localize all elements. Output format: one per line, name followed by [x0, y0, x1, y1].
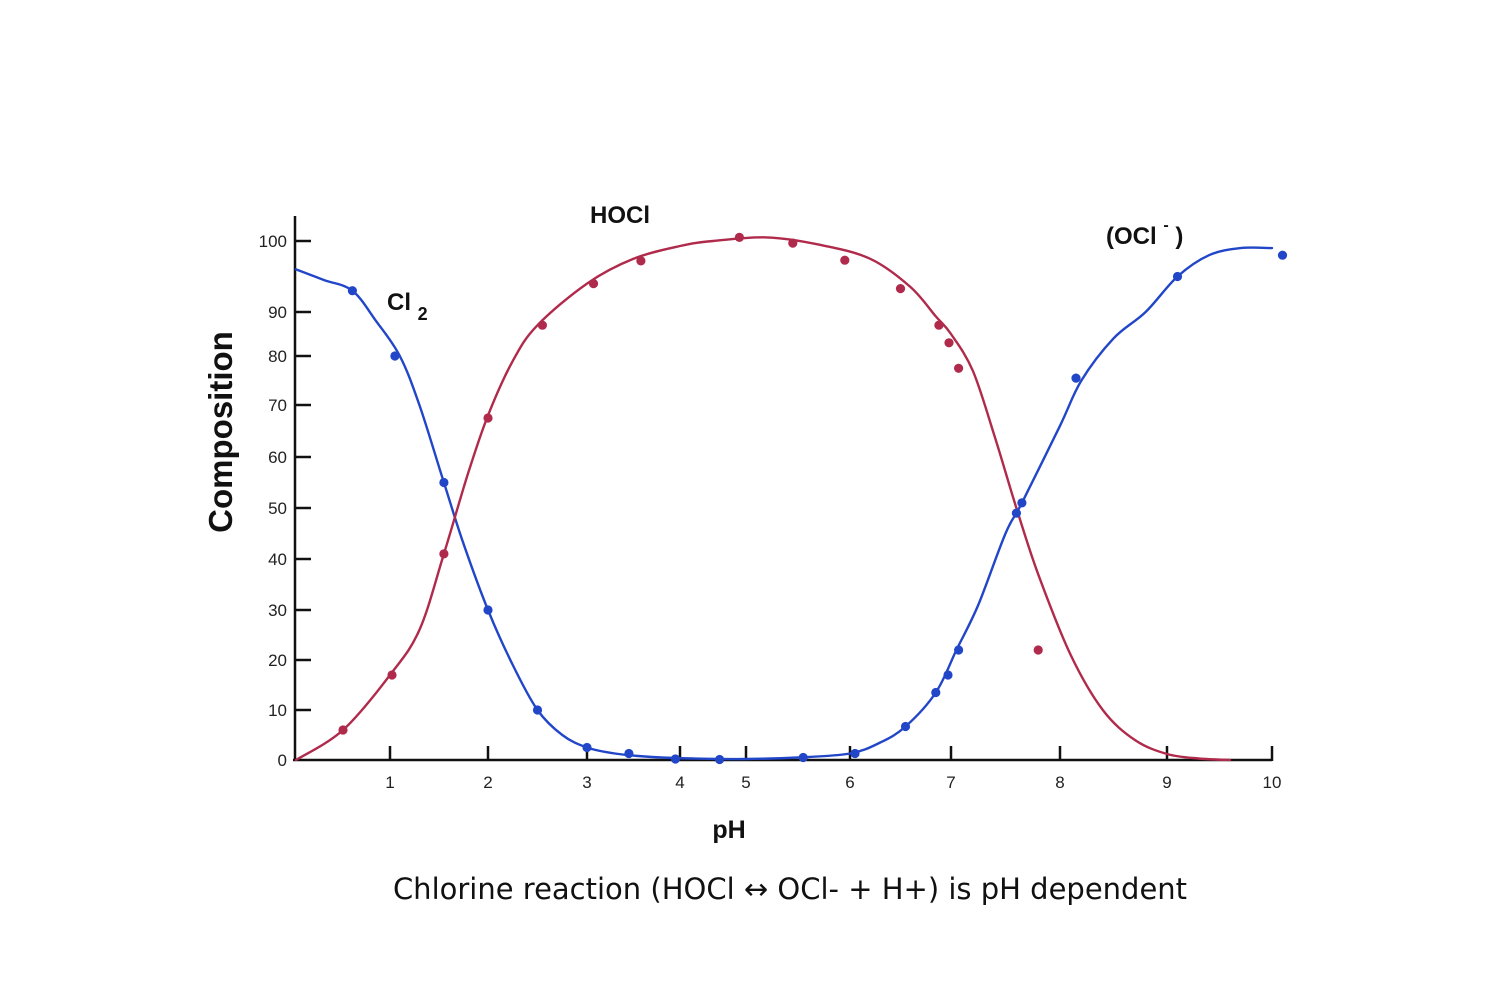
data-point-hocl [944, 338, 954, 348]
data-point-hocl [537, 320, 548, 330]
hocl-label: HOCl [590, 202, 650, 229]
data-point-cl [1011, 508, 1022, 518]
data-point-cl [1017, 498, 1027, 508]
x-tick-label: 8 [1055, 773, 1064, 792]
data-point-hocl [840, 255, 850, 265]
x-tick-label: 2 [483, 773, 492, 792]
x-tick-label: 10 [1263, 773, 1282, 792]
cl2-label-subscript: 2 [418, 304, 428, 324]
x-tick-label: 9 [1162, 773, 1171, 792]
data-point-cl [390, 351, 400, 361]
figure-caption: Chlorine reaction (HOCl ↔ OCl- + H+) is … [392, 872, 1188, 906]
data-point-cl [483, 605, 493, 615]
ocl-label-sup: - [1163, 217, 1168, 234]
data-point-cl [954, 645, 964, 655]
data-point-hocl [588, 279, 599, 289]
data-point-cl [624, 748, 634, 759]
y-axis-title: Composition [202, 331, 239, 533]
y-tick-label: 30 [268, 601, 287, 620]
data-point-hocl [483, 413, 493, 423]
y-tick-label: 10 [268, 701, 287, 720]
ocl-label-text: (OCl [1106, 223, 1157, 250]
series-points [338, 232, 1288, 765]
data-point-cl [439, 477, 449, 488]
y-ticks: 0 10 20 30 40 50 60 70 80 90 100 [259, 232, 311, 770]
y-tick-label: 40 [268, 550, 287, 569]
ocl-label-tail: ) [1175, 223, 1183, 250]
data-point-hocl [934, 320, 944, 330]
data-point-hocl [1033, 645, 1043, 655]
data-point-hocl [439, 549, 449, 559]
data-point-hocl [636, 256, 646, 266]
data-point-hocl [338, 725, 348, 735]
hocl-label-text: HOCl [590, 202, 650, 229]
x-tick-label: 3 [582, 773, 591, 792]
data-point-cl [798, 752, 808, 763]
data-point-cl [1172, 271, 1183, 282]
data-point-hocl [788, 238, 798, 248]
axes [293, 216, 1272, 762]
x-ticks: 1 2 3 4 5 6 7 8 9 10 [385, 746, 1281, 792]
cl2-label-text: Cl [387, 289, 411, 316]
data-point-hocl [895, 284, 906, 294]
y-tick-label: 90 [268, 303, 287, 322]
y-tick-label: 60 [268, 448, 287, 467]
y-tick-label: 20 [268, 651, 287, 670]
data-point-cl [715, 754, 725, 765]
data-point-hocl [734, 232, 745, 242]
cl2-label: Cl 2 [387, 289, 428, 324]
data-point-cl [943, 670, 953, 680]
x-axis-title: pH [712, 816, 745, 844]
data-point-cl [931, 687, 941, 698]
x-tick-label: 6 [845, 773, 854, 792]
x-tick-label: 5 [741, 773, 750, 792]
series-curves [294, 236, 1274, 762]
data-point-cl [532, 705, 543, 715]
y-tick-label: 100 [259, 232, 287, 251]
ocl-label: (OCl - ) [1106, 209, 1183, 250]
series-line-cl [294, 246, 1274, 761]
y-tick-label: 50 [268, 499, 287, 518]
data-point-cl [670, 754, 681, 764]
data-point-cl [1277, 250, 1288, 260]
data-point-cl [347, 286, 357, 296]
x-tick-label: 4 [675, 773, 684, 792]
data-point-cl [1071, 373, 1081, 383]
y-tick-label: 70 [268, 396, 287, 415]
x-tick-label: 1 [385, 773, 394, 792]
data-point-hocl [387, 670, 397, 680]
data-point-cl [582, 742, 592, 753]
data-point-cl [900, 721, 911, 732]
data-point-hocl [954, 363, 964, 373]
data-point-cl [850, 748, 860, 759]
series-line-hocl [294, 236, 1232, 762]
x-tick-label: 7 [946, 773, 955, 792]
y-tick-label: 80 [268, 347, 287, 366]
y-tick-label: 0 [278, 751, 287, 770]
